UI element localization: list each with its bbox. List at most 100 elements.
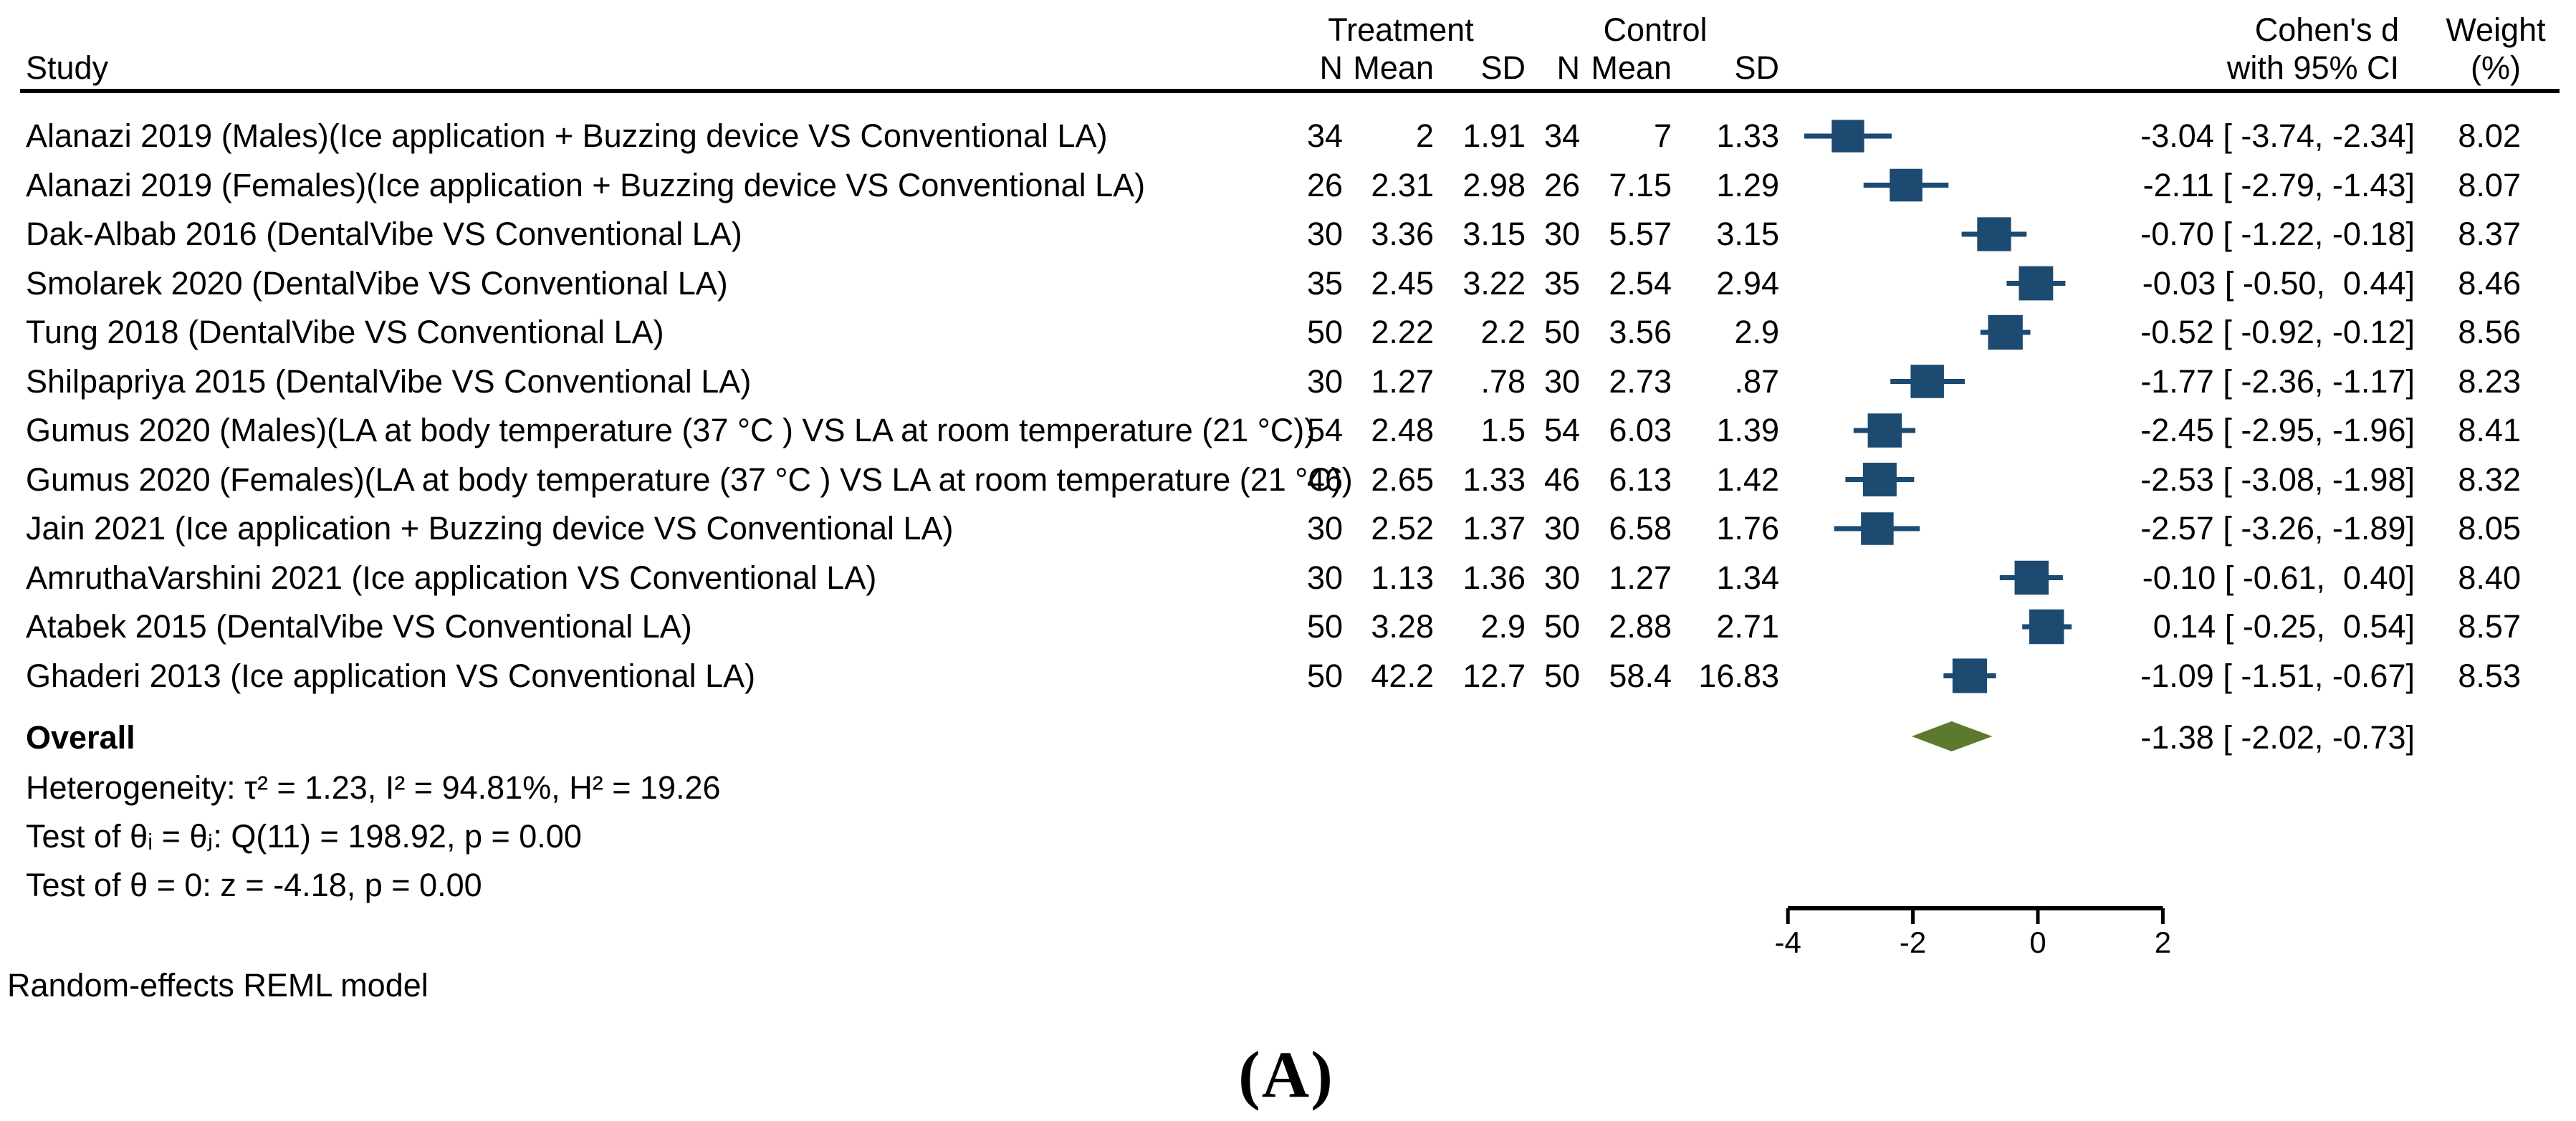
control-n: 54 <box>1543 412 1580 448</box>
treatment-mean: 1.13 <box>1371 559 1434 596</box>
effect-ci-value: -2.45 [ -2.95, -1.96] <box>2140 412 2415 448</box>
treatment-sd: 2.9 <box>1480 608 1526 645</box>
effect-square <box>1910 365 1944 398</box>
control-mean: 3.56 <box>1609 314 1672 350</box>
study-label: Gumus 2020 (Females)(LA at body temperat… <box>26 461 1353 498</box>
control-sd: 2.94 <box>1716 264 1779 302</box>
treatment-mean: 2.22 <box>1371 314 1434 350</box>
control-mean: 1.27 <box>1609 559 1672 596</box>
treatment-n-header: N <box>1319 49 1344 86</box>
control-n: 35 <box>1543 264 1580 302</box>
overall-label: Overall <box>26 719 135 756</box>
effect-ci-value: -1.09 [ -1.51, -0.67] <box>2140 657 2415 694</box>
study-label: Gumus 2020 (Males)(LA at body temperatur… <box>26 412 1316 448</box>
treatment-n: 30 <box>1306 510 1343 547</box>
model-footnote: Random-effects REML model <box>7 967 428 1004</box>
treatment-mean: 42.2 <box>1371 657 1434 694</box>
control-mean: 7.15 <box>1609 166 1672 203</box>
control-sd: 1.42 <box>1716 461 1779 498</box>
effect-square <box>2019 266 2054 301</box>
control-mean: 2.54 <box>1609 264 1672 302</box>
study-column-header: Study <box>26 49 109 86</box>
effect-square <box>1861 512 1894 545</box>
control-sd: .87 <box>1734 362 1779 400</box>
treatment-n: 30 <box>1306 559 1343 596</box>
effect-ci-value: -0.70 [ -1.22, -0.18] <box>2140 216 2415 252</box>
panel-label: (A) <box>1238 1038 1334 1111</box>
test-theta-zero: Test of θ = 0: z = -4.18, p = 0.00 <box>26 867 482 903</box>
weight-value: 8.07 <box>2458 166 2521 203</box>
study-label: Smolarek 2020 (DentalVibe VS Conventiona… <box>26 264 728 302</box>
control-n: 30 <box>1543 216 1580 252</box>
treatment-mean: 2.31 <box>1371 166 1434 203</box>
study-label: AmruthaVarshini 2021 (Ice application VS… <box>26 559 877 596</box>
weight-value: 8.23 <box>2458 362 2521 400</box>
study-row: Tung 2018 (DentalVibe VS Conventional LA… <box>0 308 2576 357</box>
treatment-n: 54 <box>1306 412 1343 448</box>
treatment-n: 30 <box>1306 362 1343 400</box>
treatment-n: 50 <box>1306 657 1343 694</box>
treatment-sd: 1.91 <box>1462 117 1526 154</box>
effect-square <box>2014 560 2049 595</box>
weight-value: 8.57 <box>2458 608 2521 645</box>
control-n: 46 <box>1543 461 1580 498</box>
x-axis-tick-label: 2 <box>2154 925 2172 959</box>
treatment-sd: 2.98 <box>1462 166 1526 203</box>
treatment-n: 34 <box>1306 117 1343 154</box>
effect-square <box>1952 658 1988 693</box>
effect-ci-value: 0.14 [ -0.25, 0.54] <box>2153 608 2415 645</box>
control-sd: 2.9 <box>1734 314 1779 350</box>
effect-header-line1: Cohen's d <box>2254 11 2399 48</box>
study-row: Shilpapriya 2015 (DentalVibe VS Conventi… <box>0 357 2576 406</box>
weight-value: 8.32 <box>2458 461 2521 498</box>
study-label: Jain 2021 (Ice application + Buzzing dev… <box>26 510 954 547</box>
study-row: Jain 2021 (Ice application + Buzzing dev… <box>0 504 2576 553</box>
control-sd: 16.83 <box>1698 657 1779 694</box>
treatment-sd: 1.36 <box>1462 559 1526 596</box>
study-row: Dak-Albab 2016 (DentalVibe VS Convention… <box>0 210 2576 259</box>
weight-value: 8.46 <box>2458 264 2521 302</box>
study-row: Alanazi 2019 (Males)(Ice application + B… <box>0 112 2576 160</box>
control-n: 50 <box>1543 657 1580 694</box>
treatment-n: 50 <box>1306 608 1343 645</box>
treatment-n: 30 <box>1306 216 1343 252</box>
treatment-mean: 3.28 <box>1371 608 1434 645</box>
study-label: Dak-Albab 2016 (DentalVibe VS Convention… <box>26 216 742 252</box>
study-label: Alanazi 2019 (Males)(Ice application + B… <box>26 117 1108 154</box>
treatment-sd: 1.33 <box>1462 461 1526 498</box>
effect-ci-value: -2.11 [ -2.79, -1.43] <box>2142 166 2415 203</box>
treatment-sd: 1.37 <box>1462 510 1526 547</box>
treatment-sd: .78 <box>1480 362 1526 400</box>
effect-ci-value: -2.53 [ -3.08, -1.98] <box>2140 461 2415 498</box>
treatment-mean: 3.36 <box>1371 216 1434 252</box>
treatment-group-header: Treatment <box>1328 11 1474 48</box>
header-rule <box>20 89 2560 93</box>
treatment-sd-header: SD <box>1480 49 1526 86</box>
treatment-mean: 2.65 <box>1371 461 1434 498</box>
treatment-n: 26 <box>1306 166 1343 203</box>
effect-square <box>2029 609 2064 645</box>
control-group-header: Control <box>1603 11 1708 48</box>
treatment-mean: 2.48 <box>1371 412 1434 448</box>
weight-header-line2: (%) <box>2471 49 2521 86</box>
treatment-sd: 3.15 <box>1462 216 1526 252</box>
study-label: Atabek 2015 (DentalVibe VS Conventional … <box>26 608 692 645</box>
effect-ci-value: -0.03 [ -0.50, 0.44] <box>2142 264 2415 302</box>
weight-value: 8.53 <box>2458 657 2521 694</box>
effect-ci-value: -0.52 [ -0.92, -0.12] <box>2140 314 2415 350</box>
control-mean: 58.4 <box>1609 657 1672 694</box>
control-sd: 1.33 <box>1716 117 1779 154</box>
overall-effect-ci: -1.38 [ -2.02, -0.73] <box>2140 719 2415 756</box>
overall-diamond <box>1911 721 1993 751</box>
x-axis-tick-label: 0 <box>2029 925 2046 959</box>
weight-value: 8.41 <box>2458 412 2521 448</box>
weight-value: 8.56 <box>2458 314 2521 350</box>
control-n-header: N <box>1556 49 1581 86</box>
study-label: Tung 2018 (DentalVibe VS Conventional LA… <box>26 314 664 350</box>
control-mean: 2.73 <box>1609 362 1672 400</box>
control-mean: 6.58 <box>1609 510 1672 547</box>
weight-value: 8.05 <box>2458 510 2521 547</box>
control-n: 50 <box>1543 314 1580 350</box>
control-sd: 1.76 <box>1716 510 1779 547</box>
